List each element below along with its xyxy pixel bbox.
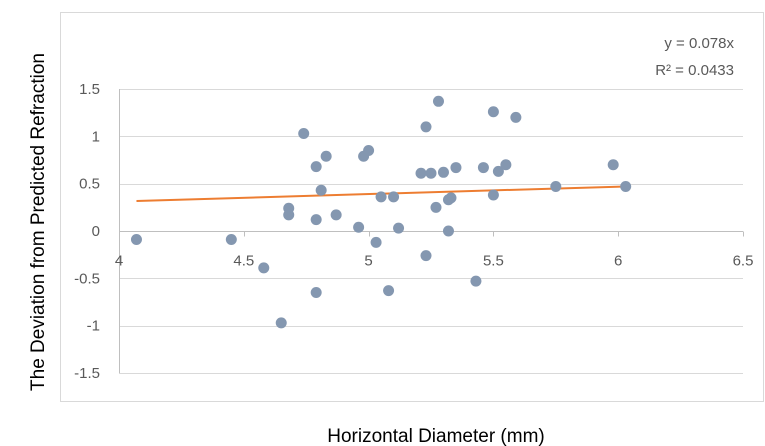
y-tick-label: -1.5: [74, 365, 100, 382]
data-point: [275, 317, 287, 329]
chart-frame: [60, 12, 764, 402]
data-point: [420, 121, 432, 133]
data-point: [415, 167, 427, 179]
data-point: [310, 161, 322, 173]
x-tick-label: 4: [115, 253, 123, 270]
data-point: [130, 234, 142, 246]
data-point: [442, 225, 454, 237]
data-point: [370, 236, 382, 248]
data-point: [330, 209, 342, 221]
data-point: [425, 167, 437, 179]
data-point: [298, 127, 310, 139]
x-tick-label: 4.5: [233, 253, 254, 270]
data-point: [383, 285, 395, 297]
data-point: [510, 111, 522, 123]
axes: [119, 89, 744, 373]
data-point: [310, 214, 322, 226]
r-squared-label: R² = 0.0433: [655, 62, 734, 79]
data-point: [487, 189, 499, 201]
y-axis-title: The Deviation from Predicted Refraction: [28, 53, 49, 391]
data-point: [437, 166, 449, 178]
data-point: [487, 106, 499, 118]
data-point: [258, 262, 270, 274]
data-point: [393, 222, 405, 234]
data-point: [500, 159, 512, 171]
y-tick-label: 1.5: [79, 81, 100, 98]
data-point: [353, 221, 365, 233]
tick-labels: 1.5 1 0.5 0 -0.5 -1 -1.5 4 4.5 5 5.5 6 6.5: [74, 81, 753, 382]
grid-lines: [119, 89, 743, 374]
y-tick-label: -0.5: [74, 270, 100, 287]
data-point: [420, 250, 432, 262]
y-tick-label: -1: [87, 318, 100, 335]
data-points: [130, 95, 632, 329]
data-point: [225, 234, 237, 246]
trendline-equation: y = 0.078x: [664, 35, 734, 52]
data-point: [607, 159, 619, 171]
data-point: [445, 192, 457, 204]
data-point: [388, 191, 400, 203]
y-tick-label: 0: [92, 223, 100, 240]
x-tick-label: 6.5: [733, 253, 754, 270]
data-point: [432, 95, 444, 107]
y-tick-label: 1: [92, 128, 100, 145]
data-point: [363, 145, 375, 157]
y-tick-label: 0.5: [79, 176, 100, 193]
x-tick-label: 5.5: [483, 253, 504, 270]
data-point: [315, 184, 327, 196]
data-point: [450, 162, 462, 174]
x-tick-label: 5: [364, 253, 372, 270]
data-point: [470, 275, 482, 287]
data-point: [430, 201, 442, 213]
data-point: [492, 165, 504, 177]
x-tick-label: 6: [614, 253, 622, 270]
data-point: [283, 209, 295, 221]
data-point: [310, 287, 322, 299]
data-point: [477, 162, 489, 174]
x-axis-title: Horizontal Diameter (mm): [327, 426, 544, 446]
data-point: [375, 191, 387, 203]
data-point: [620, 181, 632, 193]
data-point: [550, 181, 562, 193]
data-point: [320, 150, 332, 162]
